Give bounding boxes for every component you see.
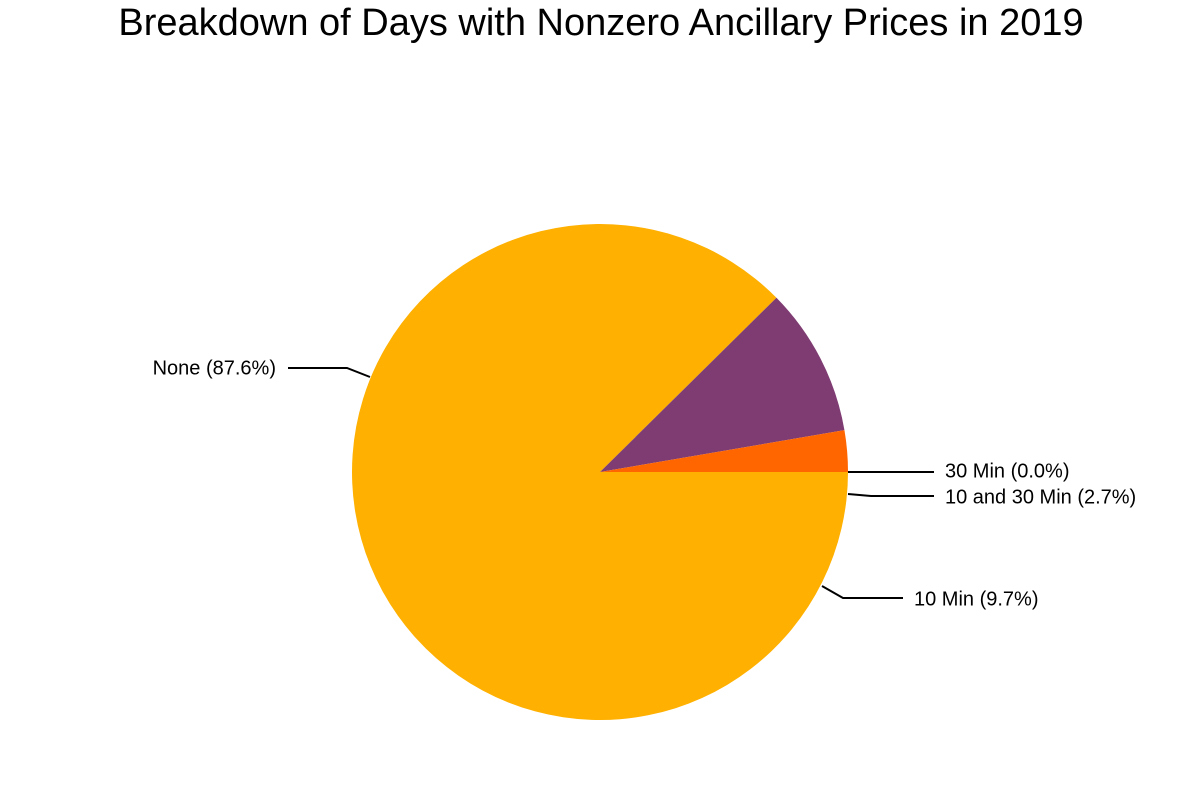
leader-line-10-min xyxy=(821,585,903,599)
slice-label-10-and-30-min: 10 and 30 Min (2.7%) xyxy=(945,486,1136,508)
pie-slices xyxy=(351,223,848,720)
leader-line-10-and-30-min xyxy=(847,493,934,497)
leader-line-none xyxy=(288,367,371,378)
leader-lines xyxy=(288,367,934,599)
slice-label-10-min: 10 Min (9.7%) xyxy=(914,588,1039,610)
pie-slice-10-and-30-min xyxy=(600,430,848,472)
slice-labels: None (87.6%) 10 Min (9.7%) 10 and 30 Min (… xyxy=(153,357,1137,610)
chart-title: Breakdown of Days with Nonzero Ancillary… xyxy=(118,2,1083,44)
slice-label-30-min: 30 Min (0.0%) xyxy=(945,460,1070,482)
pie-slice-10-min xyxy=(600,297,845,472)
pie-slice-none xyxy=(351,223,848,720)
slice-label-none: None (87.6%) xyxy=(153,357,276,379)
